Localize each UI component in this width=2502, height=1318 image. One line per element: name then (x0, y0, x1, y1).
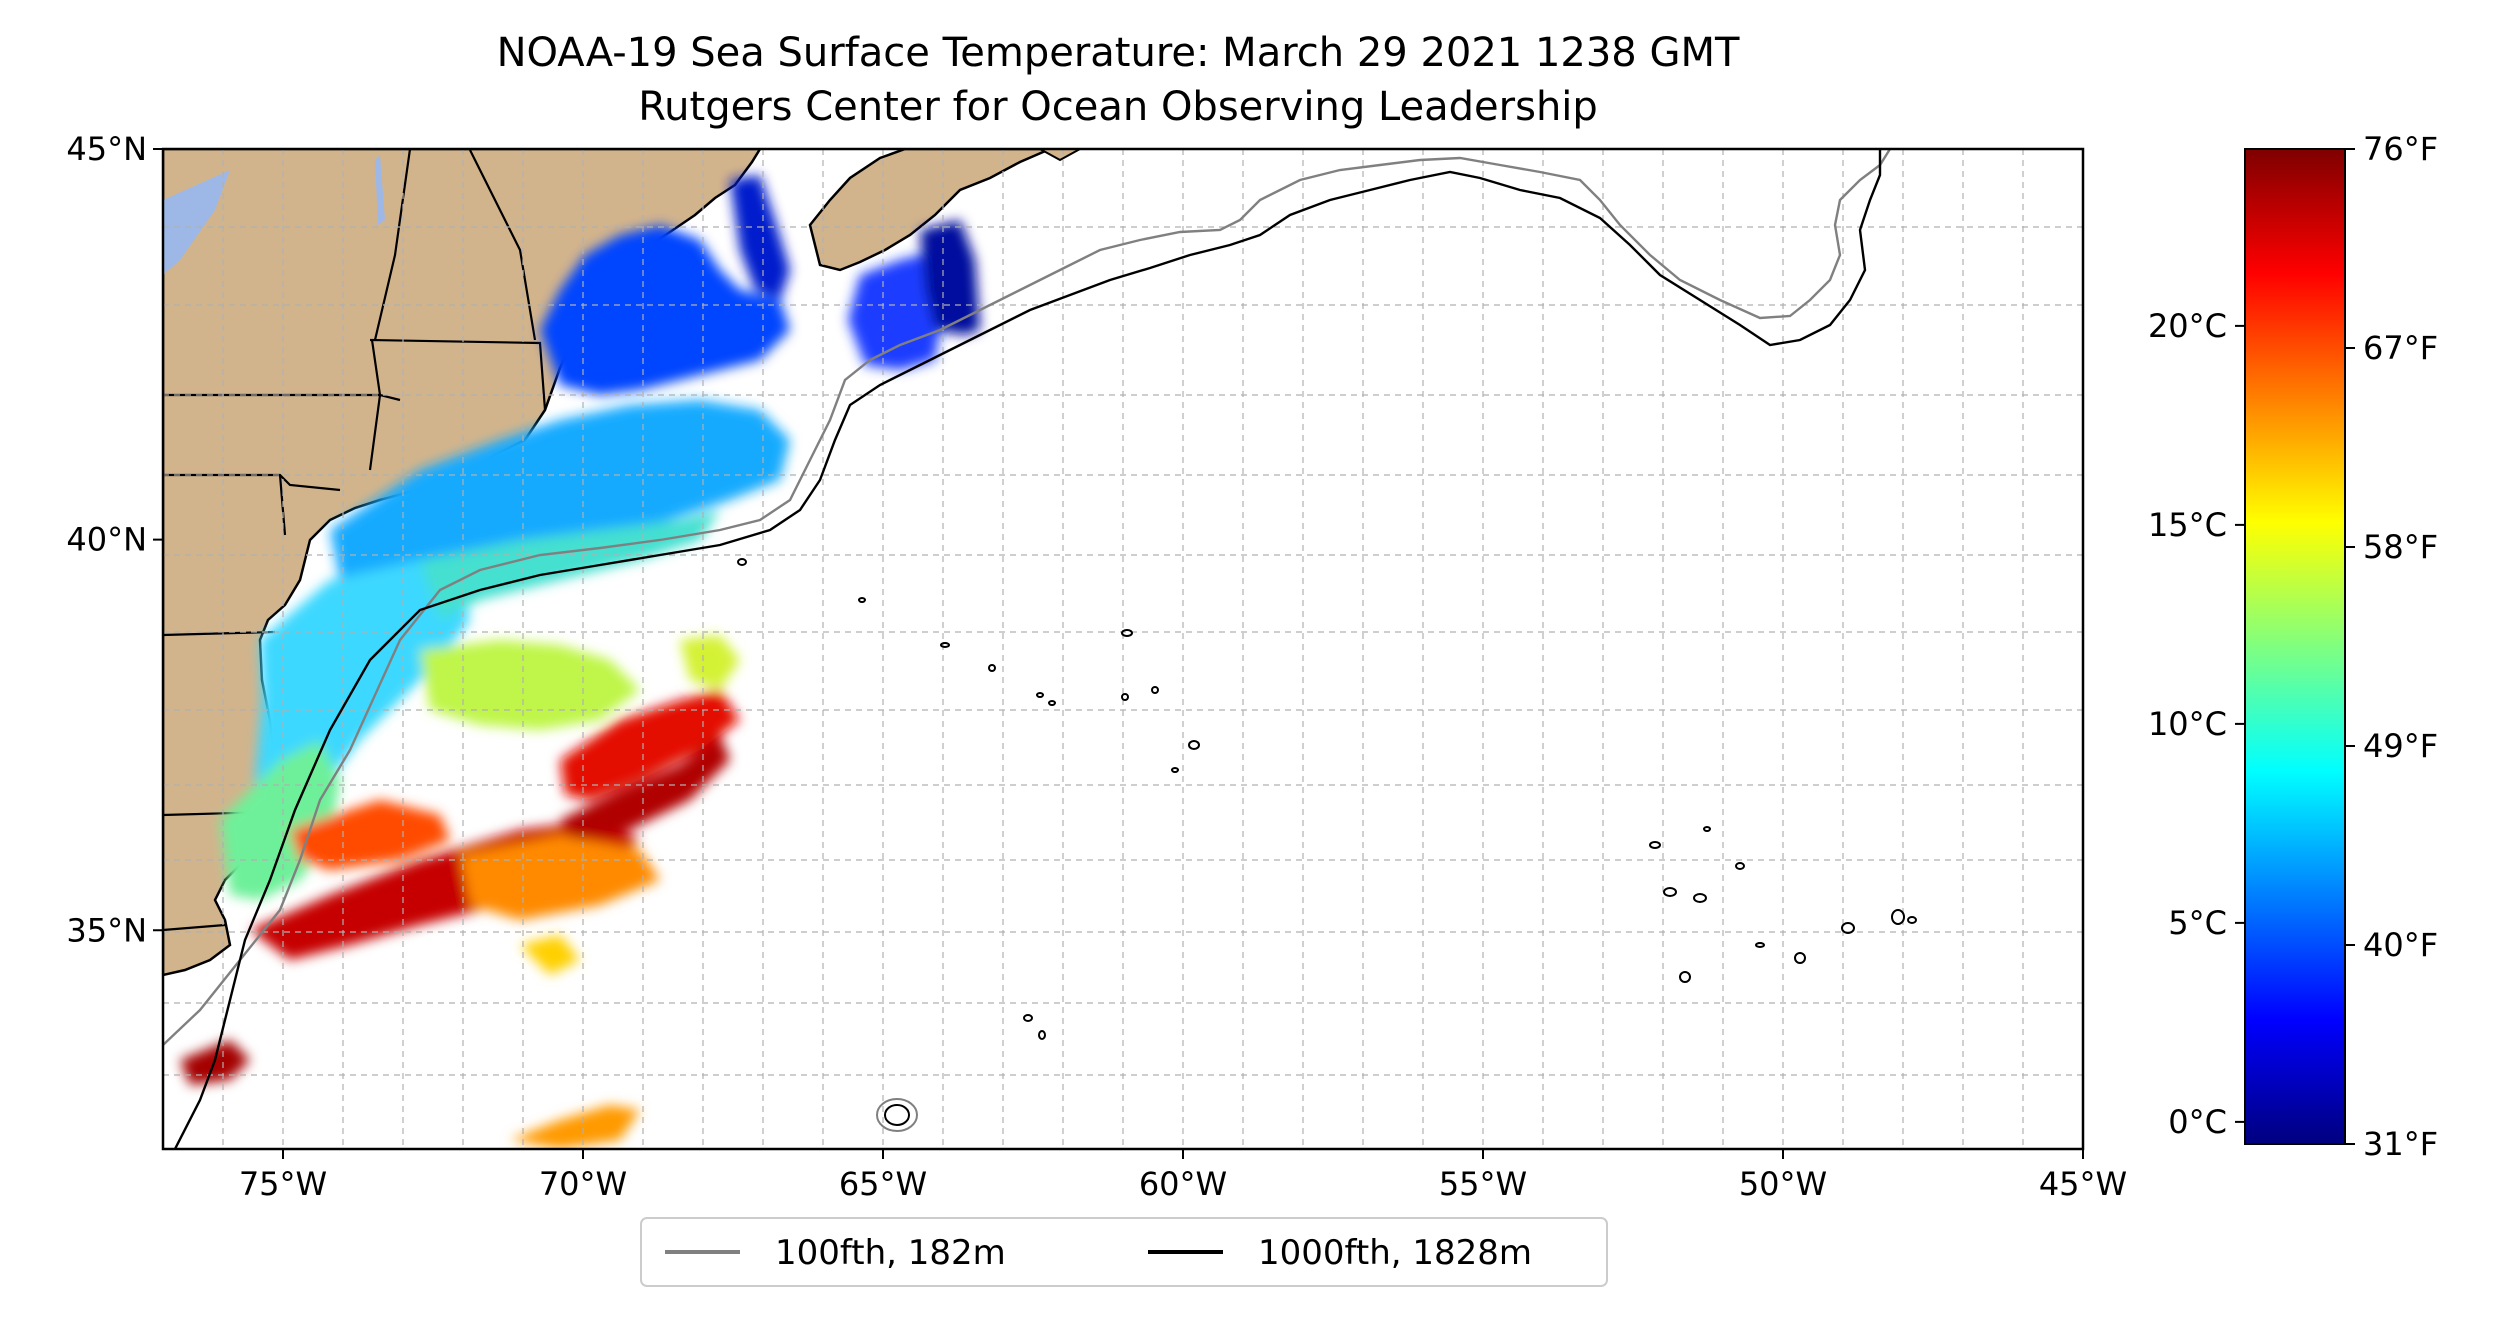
colorbar-fahrenheit-ticks: 31°F 40°F 49°F 58°F 67°F 76°F (2345, 130, 2438, 1163)
state-boundaries (163, 149, 641, 932)
isobath-100fth (163, 149, 1892, 1046)
colorbar-celsius-ticks: 0°C 5°C 10°C 15°C 20°C (2148, 307, 2245, 1141)
lon-tick-label: 60°W (1139, 1165, 1227, 1203)
lat-tick-label: 40°N (66, 521, 147, 559)
isobath-1000fth (173, 149, 1882, 1149)
sst-data-layer (180, 175, 980, 1149)
legend: 100fth, 182m 1000fth, 1828m (640, 1217, 1608, 1287)
lake-champlain (375, 155, 385, 225)
colorbar-c-tick-label: 5°C (2168, 904, 2227, 942)
colorbar-c-tick-label: 10°C (2148, 705, 2227, 743)
lakes (163, 170, 230, 275)
lon-tick-label: 50°W (1739, 1165, 1827, 1203)
colorbar-c-tick-label: 15°C (2148, 506, 2227, 544)
colorbar-f-tick-label: 49°F (2363, 727, 2438, 765)
land-nova-scotia (808, 149, 1051, 272)
lon-tick-label: 55°W (1439, 1165, 1527, 1203)
colorbar-c-tick-label: 20°C (2148, 307, 2227, 345)
lat-tick-label: 35°N (66, 911, 147, 949)
colorbar-f-tick-label: 58°F (2363, 528, 2438, 566)
seamounts (737, 558, 1917, 1132)
legend-label-100fth: 100fth, 182m (775, 1233, 1006, 1273)
title-line1: NOAA-19 Sea Surface Temperature: March 2… (497, 30, 1740, 76)
map-grid (163, 149, 2083, 1149)
colorbar-f-tick-label: 31°F (2363, 1125, 2438, 1163)
latitude-ticks: 45°N 40°N 35°N (66, 130, 163, 949)
lon-tick-label: 70°W (539, 1165, 627, 1203)
colorbar-f-tick-label: 67°F (2363, 329, 2438, 367)
legend-label-1000fth: 1000fth, 1828m (1258, 1233, 1532, 1273)
lon-tick-label: 75°W (239, 1165, 327, 1203)
land-newfoundland-edge (1039, 149, 1081, 162)
title-line2: Rutgers Center for Ocean Observing Leade… (638, 84, 1598, 130)
colorbar-c-tick-label: 0°C (2168, 1103, 2227, 1141)
map-panel (163, 149, 2083, 1149)
colorbar-gradient (2244, 148, 2346, 1145)
colorbar-f-tick-label: 76°F (2363, 130, 2438, 168)
lon-tick-label: 45°W (2039, 1165, 2127, 1203)
legend-box (640, 1217, 1608, 1287)
longitude-ticks: 75°W 70°W 65°W 60°W 55°W 50°W 45°W (239, 1149, 2127, 1203)
colorbar-f-tick-label: 40°F (2363, 926, 2438, 964)
lon-tick-label: 65°W (839, 1165, 927, 1203)
lat-tick-label: 45°N (66, 130, 147, 168)
colorbar: 0°C 5°C 10°C 15°C 20°C 31°F 40°F 49°F 58°F 67°F 7… (2148, 130, 2438, 1163)
map-frame (161, 147, 2085, 1151)
